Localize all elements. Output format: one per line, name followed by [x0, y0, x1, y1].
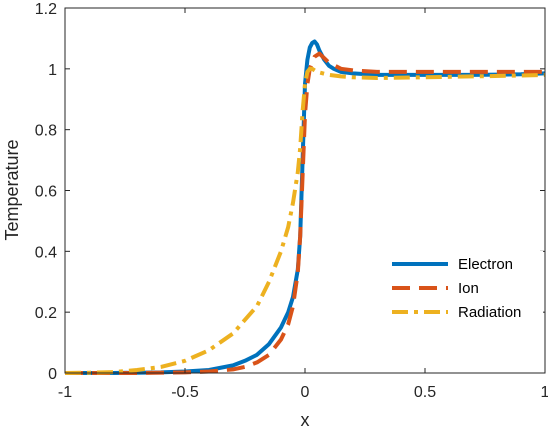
y-tick-label: 0: [48, 366, 57, 383]
series-line-ion: [65, 51, 545, 375]
y-tick-labels: 0 0.2 0.4 0.6 0.8 1 1.2: [35, 1, 57, 383]
y-axis-label: Temperature: [2, 139, 22, 240]
y-tick-label: 0.4: [35, 244, 57, 261]
y-tick-label: 0.8: [35, 123, 57, 140]
x-tick-labels: -1 -0.5 0 0.5 1: [58, 384, 548, 401]
x-tick-label: -0.5: [171, 384, 199, 401]
y-tick-label: 1.2: [35, 1, 57, 18]
x-tick-label: 0: [301, 384, 310, 401]
legend: Electron Ion Radiation: [383, 251, 543, 325]
legend-label-ion: Ion: [458, 280, 479, 297]
legend-label-radiation: Radiation: [458, 304, 521, 321]
y-tick-label: 1: [48, 62, 57, 79]
x-axis-label: x: [301, 410, 310, 430]
x-tick-label: -1: [58, 384, 72, 401]
series-layer: [64, 39, 546, 375]
x-tick-label: 1: [541, 384, 548, 401]
legend-label-electron: Electron: [458, 256, 513, 273]
y-tick-label: 0.2: [35, 305, 57, 322]
y-tick-label: 0.6: [35, 184, 57, 201]
x-tick-label: 0.5: [414, 384, 436, 401]
